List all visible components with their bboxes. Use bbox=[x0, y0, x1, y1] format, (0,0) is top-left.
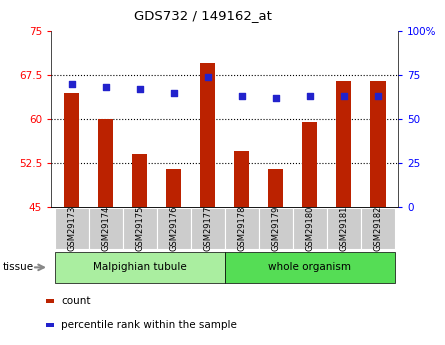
Bar bbox=[336, 81, 352, 207]
Bar bbox=[370, 81, 385, 207]
Bar bbox=[327, 208, 361, 249]
Text: GSM29176: GSM29176 bbox=[169, 206, 178, 251]
Bar bbox=[293, 208, 327, 249]
Bar bbox=[234, 151, 249, 207]
Bar bbox=[132, 154, 147, 207]
Point bbox=[374, 93, 381, 99]
Point bbox=[136, 86, 143, 92]
Text: count: count bbox=[61, 296, 91, 306]
Bar bbox=[259, 208, 293, 249]
Point bbox=[306, 93, 313, 99]
Bar bbox=[98, 119, 113, 207]
Bar bbox=[89, 208, 123, 249]
Point bbox=[102, 85, 109, 90]
Bar bbox=[361, 208, 395, 249]
Text: whole organism: whole organism bbox=[268, 262, 351, 272]
Text: GSM29177: GSM29177 bbox=[203, 206, 212, 251]
Point bbox=[68, 81, 75, 87]
Bar bbox=[46, 324, 54, 327]
Text: GSM29182: GSM29182 bbox=[373, 206, 382, 251]
Text: Malpighian tubule: Malpighian tubule bbox=[93, 262, 186, 272]
Text: GDS732 / 149162_at: GDS732 / 149162_at bbox=[134, 9, 271, 22]
Point bbox=[340, 93, 348, 99]
Bar bbox=[225, 208, 259, 249]
Bar bbox=[64, 92, 79, 207]
Bar bbox=[55, 252, 225, 283]
Text: percentile rank within the sample: percentile rank within the sample bbox=[61, 320, 237, 330]
Bar bbox=[268, 169, 283, 207]
Bar bbox=[225, 252, 395, 283]
Bar bbox=[166, 169, 182, 207]
Text: GSM29173: GSM29173 bbox=[67, 206, 76, 251]
Point bbox=[204, 74, 211, 80]
Text: GSM29180: GSM29180 bbox=[305, 206, 314, 251]
Text: GSM29178: GSM29178 bbox=[237, 206, 246, 251]
Text: GSM29181: GSM29181 bbox=[340, 206, 348, 251]
Bar bbox=[55, 208, 89, 249]
Bar bbox=[191, 208, 225, 249]
Text: GSM29175: GSM29175 bbox=[135, 206, 144, 251]
Point bbox=[170, 90, 177, 95]
Bar bbox=[46, 299, 54, 303]
Bar bbox=[302, 122, 317, 207]
Text: tissue: tissue bbox=[2, 263, 33, 272]
Bar bbox=[200, 63, 215, 207]
Text: GSM29179: GSM29179 bbox=[271, 206, 280, 251]
Bar bbox=[123, 208, 157, 249]
Text: GSM29174: GSM29174 bbox=[101, 206, 110, 251]
Bar bbox=[157, 208, 191, 249]
Point bbox=[272, 95, 279, 101]
Point bbox=[238, 93, 245, 99]
